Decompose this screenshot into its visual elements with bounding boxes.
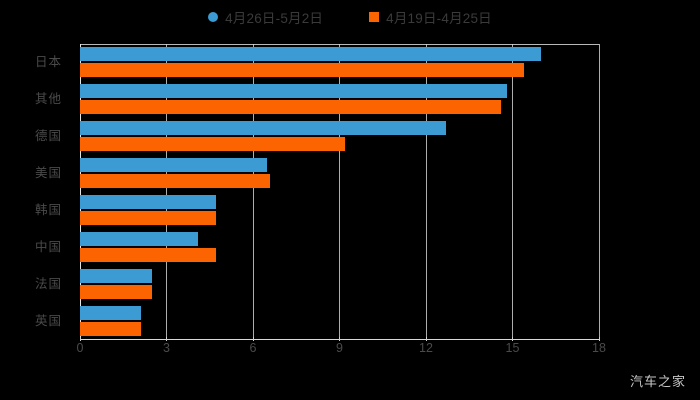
gridline-9 bbox=[339, 44, 340, 339]
x-axis-tickmark-9 bbox=[339, 337, 340, 341]
x-axis-tickmark-3 bbox=[166, 337, 167, 341]
gridline-18 bbox=[598, 44, 600, 339]
circle-marker-icon bbox=[208, 12, 219, 22]
y-axis-label-1: 日本 bbox=[34, 55, 62, 70]
gridline-6 bbox=[252, 44, 254, 339]
bar-group bbox=[80, 228, 599, 265]
bar-group bbox=[80, 302, 599, 339]
y-axis-label-8: 英国 bbox=[34, 313, 62, 328]
legend-item-series-2[interactable]: 4月19日-4月25日 bbox=[369, 7, 492, 27]
chart-legend: 4月26日-5月2日 4月19日-4月25日 bbox=[0, 4, 700, 30]
bar-1[interactable] bbox=[80, 231, 199, 246]
bar-2[interactable] bbox=[80, 174, 271, 189]
bar-1[interactable] bbox=[80, 84, 507, 99]
y-axis-line bbox=[80, 44, 81, 339]
legend-label-series-1: 4月26日-5月2日 bbox=[225, 11, 324, 26]
bar-2[interactable] bbox=[80, 137, 346, 152]
y-axis-label-7: 法国 bbox=[34, 276, 62, 291]
bar-1[interactable] bbox=[80, 305, 141, 320]
bar-2[interactable] bbox=[80, 210, 216, 225]
bar-group bbox=[80, 192, 599, 229]
bar-1[interactable] bbox=[80, 158, 268, 173]
bar-2[interactable] bbox=[80, 63, 525, 78]
x-axis-tickmark-18 bbox=[598, 337, 600, 341]
bar-2[interactable] bbox=[80, 284, 153, 299]
x-axis-tick-6: 6 bbox=[249, 341, 257, 355]
plot-area bbox=[80, 44, 600, 340]
watermark: 汽车之家 bbox=[629, 374, 686, 389]
bar-2[interactable] bbox=[80, 321, 141, 336]
gridline-12 bbox=[425, 44, 427, 339]
bar-group bbox=[80, 265, 599, 302]
gridline-15 bbox=[512, 44, 513, 339]
legend-item-series-1[interactable]: 4月26日-5月2日 bbox=[208, 7, 323, 27]
x-axis-tickmark-15 bbox=[512, 337, 513, 341]
legend-label-series-2: 4月19日-4月25日 bbox=[386, 11, 492, 26]
x-axis-tick-12: 12 bbox=[419, 341, 433, 355]
bar-1[interactable] bbox=[80, 47, 542, 62]
y-axis-label-2: 其他 bbox=[34, 92, 62, 107]
bar-1[interactable] bbox=[80, 194, 216, 209]
square-marker-icon bbox=[369, 12, 380, 22]
x-axis-tick-labels: 0 3 6 9 12 15 18 bbox=[76, 337, 606, 361]
x-axis-tick-0: 0 bbox=[76, 341, 84, 355]
bar-2[interactable] bbox=[80, 247, 216, 262]
x-axis-tickmark-12 bbox=[425, 337, 427, 341]
bar-group bbox=[80, 44, 599, 81]
y-axis-label-6: 中国 bbox=[34, 239, 62, 254]
x-axis-tick-15: 15 bbox=[505, 341, 520, 355]
bar-1[interactable] bbox=[80, 268, 153, 283]
bar-group bbox=[80, 155, 599, 192]
x-axis-tickmark-6 bbox=[252, 337, 254, 341]
x-axis-tick-18: 18 bbox=[592, 341, 606, 355]
bar-rows bbox=[80, 44, 599, 339]
y-axis-label-3: 德国 bbox=[34, 129, 62, 144]
bar-1[interactable] bbox=[80, 121, 447, 136]
y-axis-label-4: 美国 bbox=[34, 166, 62, 181]
gridline-3 bbox=[166, 44, 167, 339]
x-axis-tickmark-0 bbox=[79, 337, 81, 341]
bar-group bbox=[80, 81, 599, 118]
y-axis-label-5: 韩国 bbox=[34, 202, 62, 217]
bar-group bbox=[80, 118, 599, 155]
bar-2[interactable] bbox=[80, 100, 501, 115]
y-axis-category-labels: 日本其他德国美国韩国中国法国英国 bbox=[0, 44, 72, 339]
x-axis-tick-3: 3 bbox=[163, 341, 170, 355]
x-axis-tick-9: 9 bbox=[336, 341, 343, 355]
